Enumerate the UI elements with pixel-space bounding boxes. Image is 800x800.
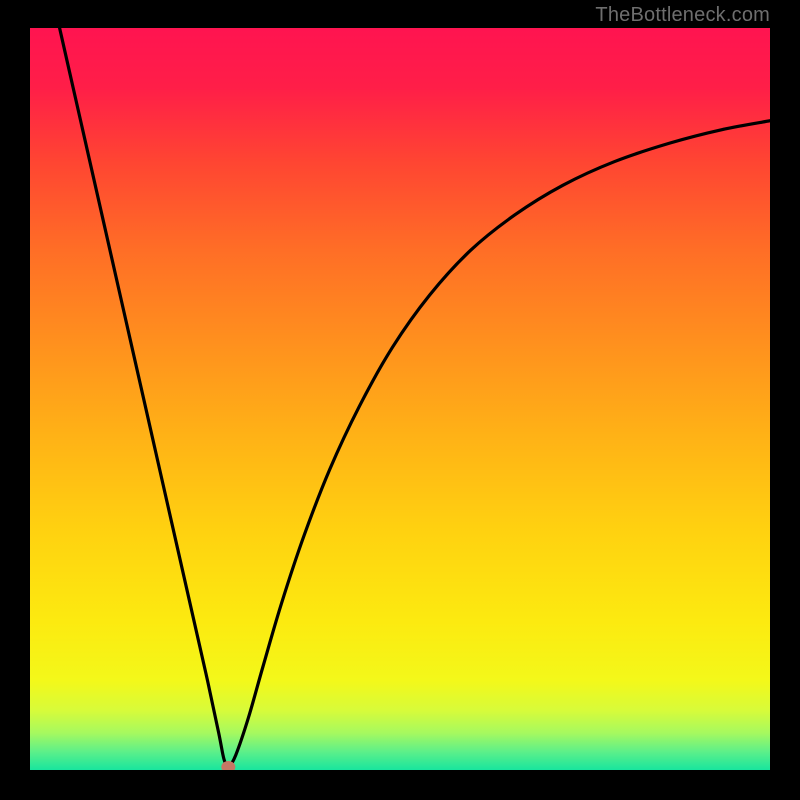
gradient-background (30, 28, 770, 770)
marker-min_point (221, 761, 235, 770)
curve-left_branch (60, 28, 229, 769)
curve-right_branch (228, 121, 770, 769)
watermark-text: TheBottleneck.com (595, 4, 770, 27)
plot-area (30, 28, 770, 770)
chart-frame: TheBottleneck.com (0, 0, 800, 800)
bottleneck-curve (30, 28, 770, 770)
